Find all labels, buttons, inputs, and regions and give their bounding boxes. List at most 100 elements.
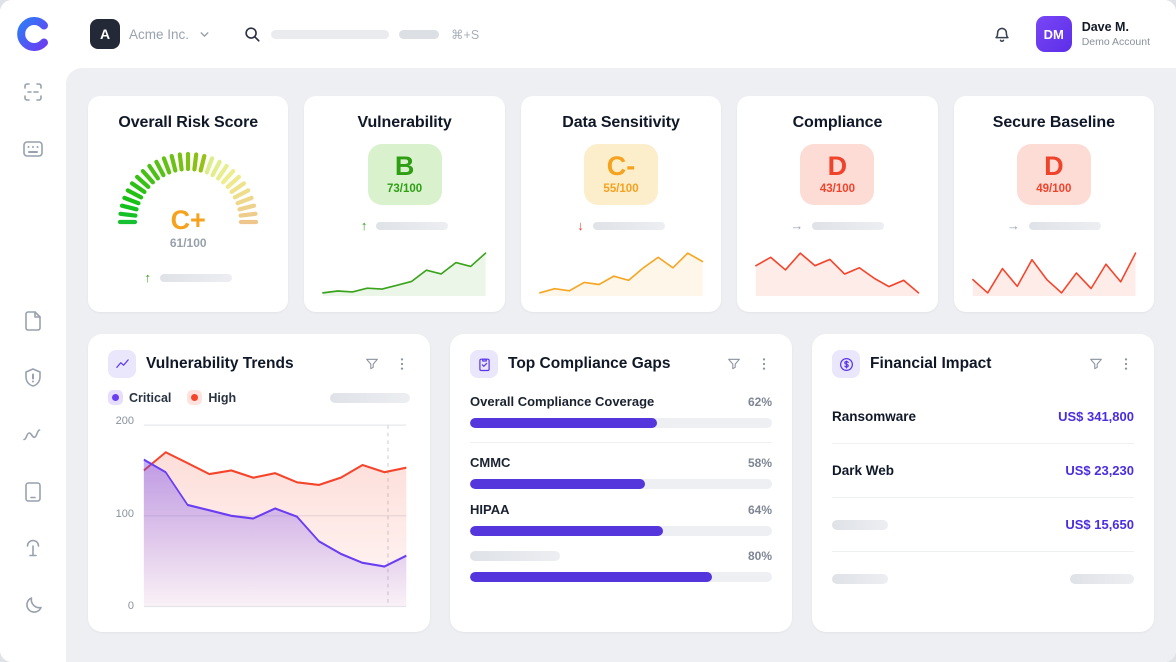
y-tick: 100 [115,507,134,520]
trend-down-icon: ↓ [577,218,584,233]
sidebar-item-scan[interactable] [21,80,45,104]
panel-chip [832,350,860,378]
gap-percent: 80% [747,549,772,563]
top-compliance-gaps-panel: Top Compliance Gaps Overall Co [450,334,792,632]
vulnerability-trends-panel: Vulnerability Trends [88,334,430,632]
financial-row-ransomware: Ransomware US$ 341,800 [832,390,1134,444]
gap-label: Overall Compliance Coverage [470,394,655,409]
sidebar-item-reports[interactable] [21,480,45,504]
progress-fill [470,572,712,582]
financial-row-darkweb: Dark Web US$ 23,230 [832,444,1134,498]
filter-button[interactable] [726,356,742,372]
grade-badge: D 43/100 [800,144,875,205]
risk-score: 61/100 [169,236,207,250]
gap-percent: 58% [747,455,772,470]
financial-row-redacted: US$ 15,650 [832,498,1134,552]
legend-label: High [208,390,237,405]
funnel-icon [1090,358,1102,370]
trend-flat-icon: → [790,218,804,233]
progress-track [470,479,772,489]
panel-title: Top Compliance Gaps [508,355,671,372]
risk-grade: C+ [170,205,206,235]
threat-label: Dark Web [832,463,895,478]
compliance-score-card: Compliance D 43/100 → [737,96,938,312]
progress-fill [470,526,664,536]
progress-track [470,526,772,536]
filter-button[interactable] [364,356,380,372]
trend-flat-icon: → [1006,218,1020,233]
sparkline-chart [322,252,487,296]
org-name: Acme Inc. [129,26,190,42]
panel-header: Financial Impact [832,350,1134,378]
sidebar-item-security[interactable] [21,366,45,390]
hook-icon [26,539,40,557]
progress-track [470,572,772,582]
grade-score: 55/100 [603,183,639,195]
user-menu[interactable]: DM Dave M. Demo Account [1035,16,1150,52]
sidebar-item-analytics[interactable] [21,423,45,447]
panel-header: Vulnerability Trends [108,350,410,378]
sparkline-chart [971,252,1136,296]
grade-badge: C- 55/100 [584,144,659,205]
bell-icon [995,27,1009,42]
redacted-text [330,392,410,403]
trend-up-icon: ↑ [360,218,368,233]
card-title: Vulnerability [357,114,452,131]
shield-alert-icon [25,368,41,387]
card-title: Data Sensitivity [562,114,680,131]
trend-row: → [790,218,885,233]
more-options-button[interactable] [756,356,772,372]
sparkline-chart [755,252,920,296]
kebab-icon [400,358,404,370]
topbar: A Acme Inc. ⌘+S [66,0,1176,68]
financial-rows: Ransomware US$ 341,800 Dark Web US$ 23,2… [832,390,1134,606]
scan-icon [24,83,42,101]
grade-score: 73/100 [387,183,423,195]
sidebar [0,0,66,662]
sidebar-item-apps[interactable] [21,137,45,161]
user-name: Dave M. [1081,20,1129,34]
notifications-button[interactable] [992,24,1012,44]
redacted-text [832,574,888,584]
dark-mode-toggle[interactable] [21,594,45,618]
kebab-icon [762,358,766,370]
gap-label: HIPAA [470,502,510,517]
financial-impact-panel: Financial Impact Ransomware [812,334,1154,632]
gap-percent: 62% [747,394,772,409]
redacted-text [592,221,665,230]
more-options-button[interactable] [394,356,410,372]
threat-label: Ransomware [832,409,917,424]
redacted-text [159,273,232,282]
risk-gauge: C+ [113,144,263,235]
divider [470,442,772,443]
search-input[interactable]: ⌘+S [243,25,479,43]
vulnerability-score-card: Vulnerability B 73/100 ↑ [304,96,505,312]
sidebar-item-integrations[interactable] [21,537,45,561]
chevron-down-icon [198,28,211,41]
trend-chart-area: 200 100 0 [108,415,410,614]
overall-risk-score-card: Overall Risk Score C+ 61/100 ↑ [88,96,289,312]
redacted-text [812,221,885,230]
grade-badge: B 73/100 [367,144,442,205]
org-selector[interactable]: A Acme Inc. [90,19,211,49]
trend-row: ↑ [144,271,232,284]
content-column: A Acme Inc. ⌘+S [66,0,1176,662]
progress-track [470,418,772,428]
app-logo[interactable] [15,16,51,52]
y-tick: 0 [127,600,134,612]
legend-item-high[interactable]: High [187,390,236,405]
grade-score: 49/100 [1036,183,1072,195]
grade-letter: C- [606,151,636,181]
legend-item-critical[interactable]: Critical [108,390,171,405]
redacted-text [399,29,440,39]
more-options-button[interactable] [1118,356,1134,372]
gap-label: CMMC [470,455,511,470]
chart-legend: Critical High [108,390,410,405]
search-shortcut: ⌘+S [451,27,480,42]
progress-fill [470,418,658,428]
filter-button[interactable] [1088,356,1104,372]
sidebar-item-files[interactable] [21,309,45,333]
panel-actions [726,356,772,372]
impact-value: US$ 15,650 [1065,517,1134,532]
